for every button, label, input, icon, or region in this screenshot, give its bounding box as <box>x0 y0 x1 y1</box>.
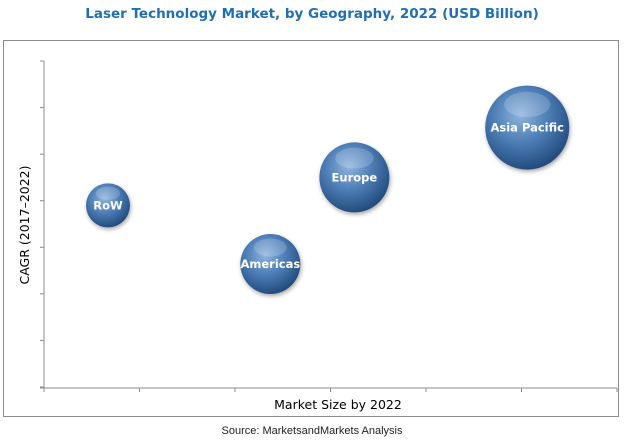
x-axis-label: Market Size by 2022 <box>274 397 402 412</box>
source-note: Source: MarketsandMarkets Analysis <box>221 425 403 437</box>
bubble-asia-pacific: Asia Pacific <box>485 85 570 170</box>
bubble-mark <box>319 142 390 213</box>
bubble-label: Europe <box>332 170 378 184</box>
bubble-mark <box>85 183 130 228</box>
y-axis-label: CAGR (2017–2022) <box>17 165 32 284</box>
bubble-label: Americas <box>240 257 300 271</box>
bubble-highlight <box>335 147 374 169</box>
bubble-label: Asia Pacific <box>491 121 565 135</box>
bubble-highlight <box>504 91 551 118</box>
bubble-europe: Europe <box>319 142 390 213</box>
bubble-mark <box>240 234 301 295</box>
bubble-americas: Americas <box>240 234 301 295</box>
bubble-highlight <box>95 186 121 200</box>
bubble-row: RoW <box>85 183 130 228</box>
bubble-label: RoW <box>93 198 123 212</box>
bubble-highlight <box>253 238 287 257</box>
chart-frame <box>3 40 619 417</box>
chart-title: Laser Technology Market, by Geography, 2… <box>85 6 539 22</box>
bubble-mark <box>485 85 570 170</box>
